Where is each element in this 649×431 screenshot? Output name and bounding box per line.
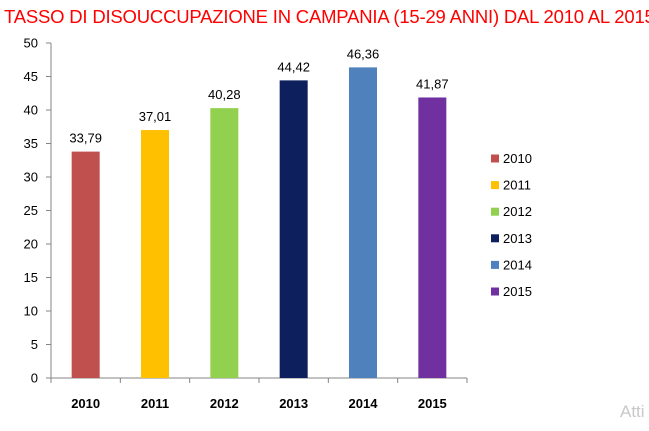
y-tick-label: 20 [24, 237, 38, 252]
value-label-2010: 33,79 [69, 131, 102, 146]
x-tick-label-2015: 2015 [418, 396, 447, 411]
value-label-2014: 46,36 [347, 46, 380, 61]
y-tick-label: 30 [24, 170, 38, 185]
x-tick-label-2014: 2014 [349, 396, 379, 411]
chart-title: TASSO DI DISOUCCUPAZIONE IN CAMPANIA (15… [4, 6, 649, 27]
legend-label-2015: 2015 [503, 284, 532, 299]
legend-label-2012: 2012 [503, 204, 532, 219]
legend: 2010 2011 2012 2013 2014 2015 [491, 151, 532, 299]
legend-swatch-2010 [491, 154, 499, 163]
value-label-2013: 44,42 [277, 59, 310, 74]
watermark-text: Atti [620, 402, 645, 421]
legend-swatch-2011 [491, 181, 499, 190]
x-tick-label-2010: 2010 [71, 396, 100, 411]
legend-swatch-2015 [491, 287, 499, 296]
legend-label-2011: 2011 [503, 178, 531, 193]
legend-swatch-2012 [491, 207, 499, 216]
bar-2014 [349, 67, 377, 378]
y-tick-label: 35 [24, 136, 38, 151]
bar-2012 [210, 108, 239, 379]
y-tick-label: 10 [24, 304, 38, 319]
y-tick-label: 45 [24, 69, 38, 84]
y-tick-label: 0 [31, 371, 38, 386]
value-label-2015: 41,87 [416, 76, 449, 91]
bar-2013 [279, 80, 308, 379]
legend-label-2014: 2014 [503, 257, 532, 272]
x-axis: 2010 2011 2012 2013 2014 2015 [50, 377, 468, 411]
y-tick-label: 50 [24, 36, 38, 51]
y-tick-label: 15 [24, 270, 38, 285]
legend-label-2010: 2010 [503, 151, 532, 166]
bar-2011 [141, 130, 169, 378]
value-label-2011: 37,01 [139, 109, 172, 124]
legend-label-2013: 2013 [503, 231, 532, 246]
y-axis: 0 5 10 15 20 25 30 35 40 45 50 [24, 36, 52, 386]
y-tick-label: 5 [31, 337, 38, 352]
bars: 33,79 37,01 40,28 44,42 46,36 41,87 [69, 46, 449, 379]
x-tick-label-2011: 2011 [141, 396, 169, 411]
bar-2010 [71, 151, 100, 378]
x-tick-label-2012: 2012 [210, 396, 239, 411]
legend-swatch-2014 [491, 260, 499, 269]
y-tick-label: 40 [24, 103, 38, 118]
value-label-2012: 40,28 [208, 87, 241, 102]
legend-swatch-2013 [491, 234, 499, 243]
bar-2015 [418, 97, 447, 378]
x-tick-label-2013: 2013 [279, 396, 308, 411]
y-tick-label: 25 [24, 203, 38, 218]
